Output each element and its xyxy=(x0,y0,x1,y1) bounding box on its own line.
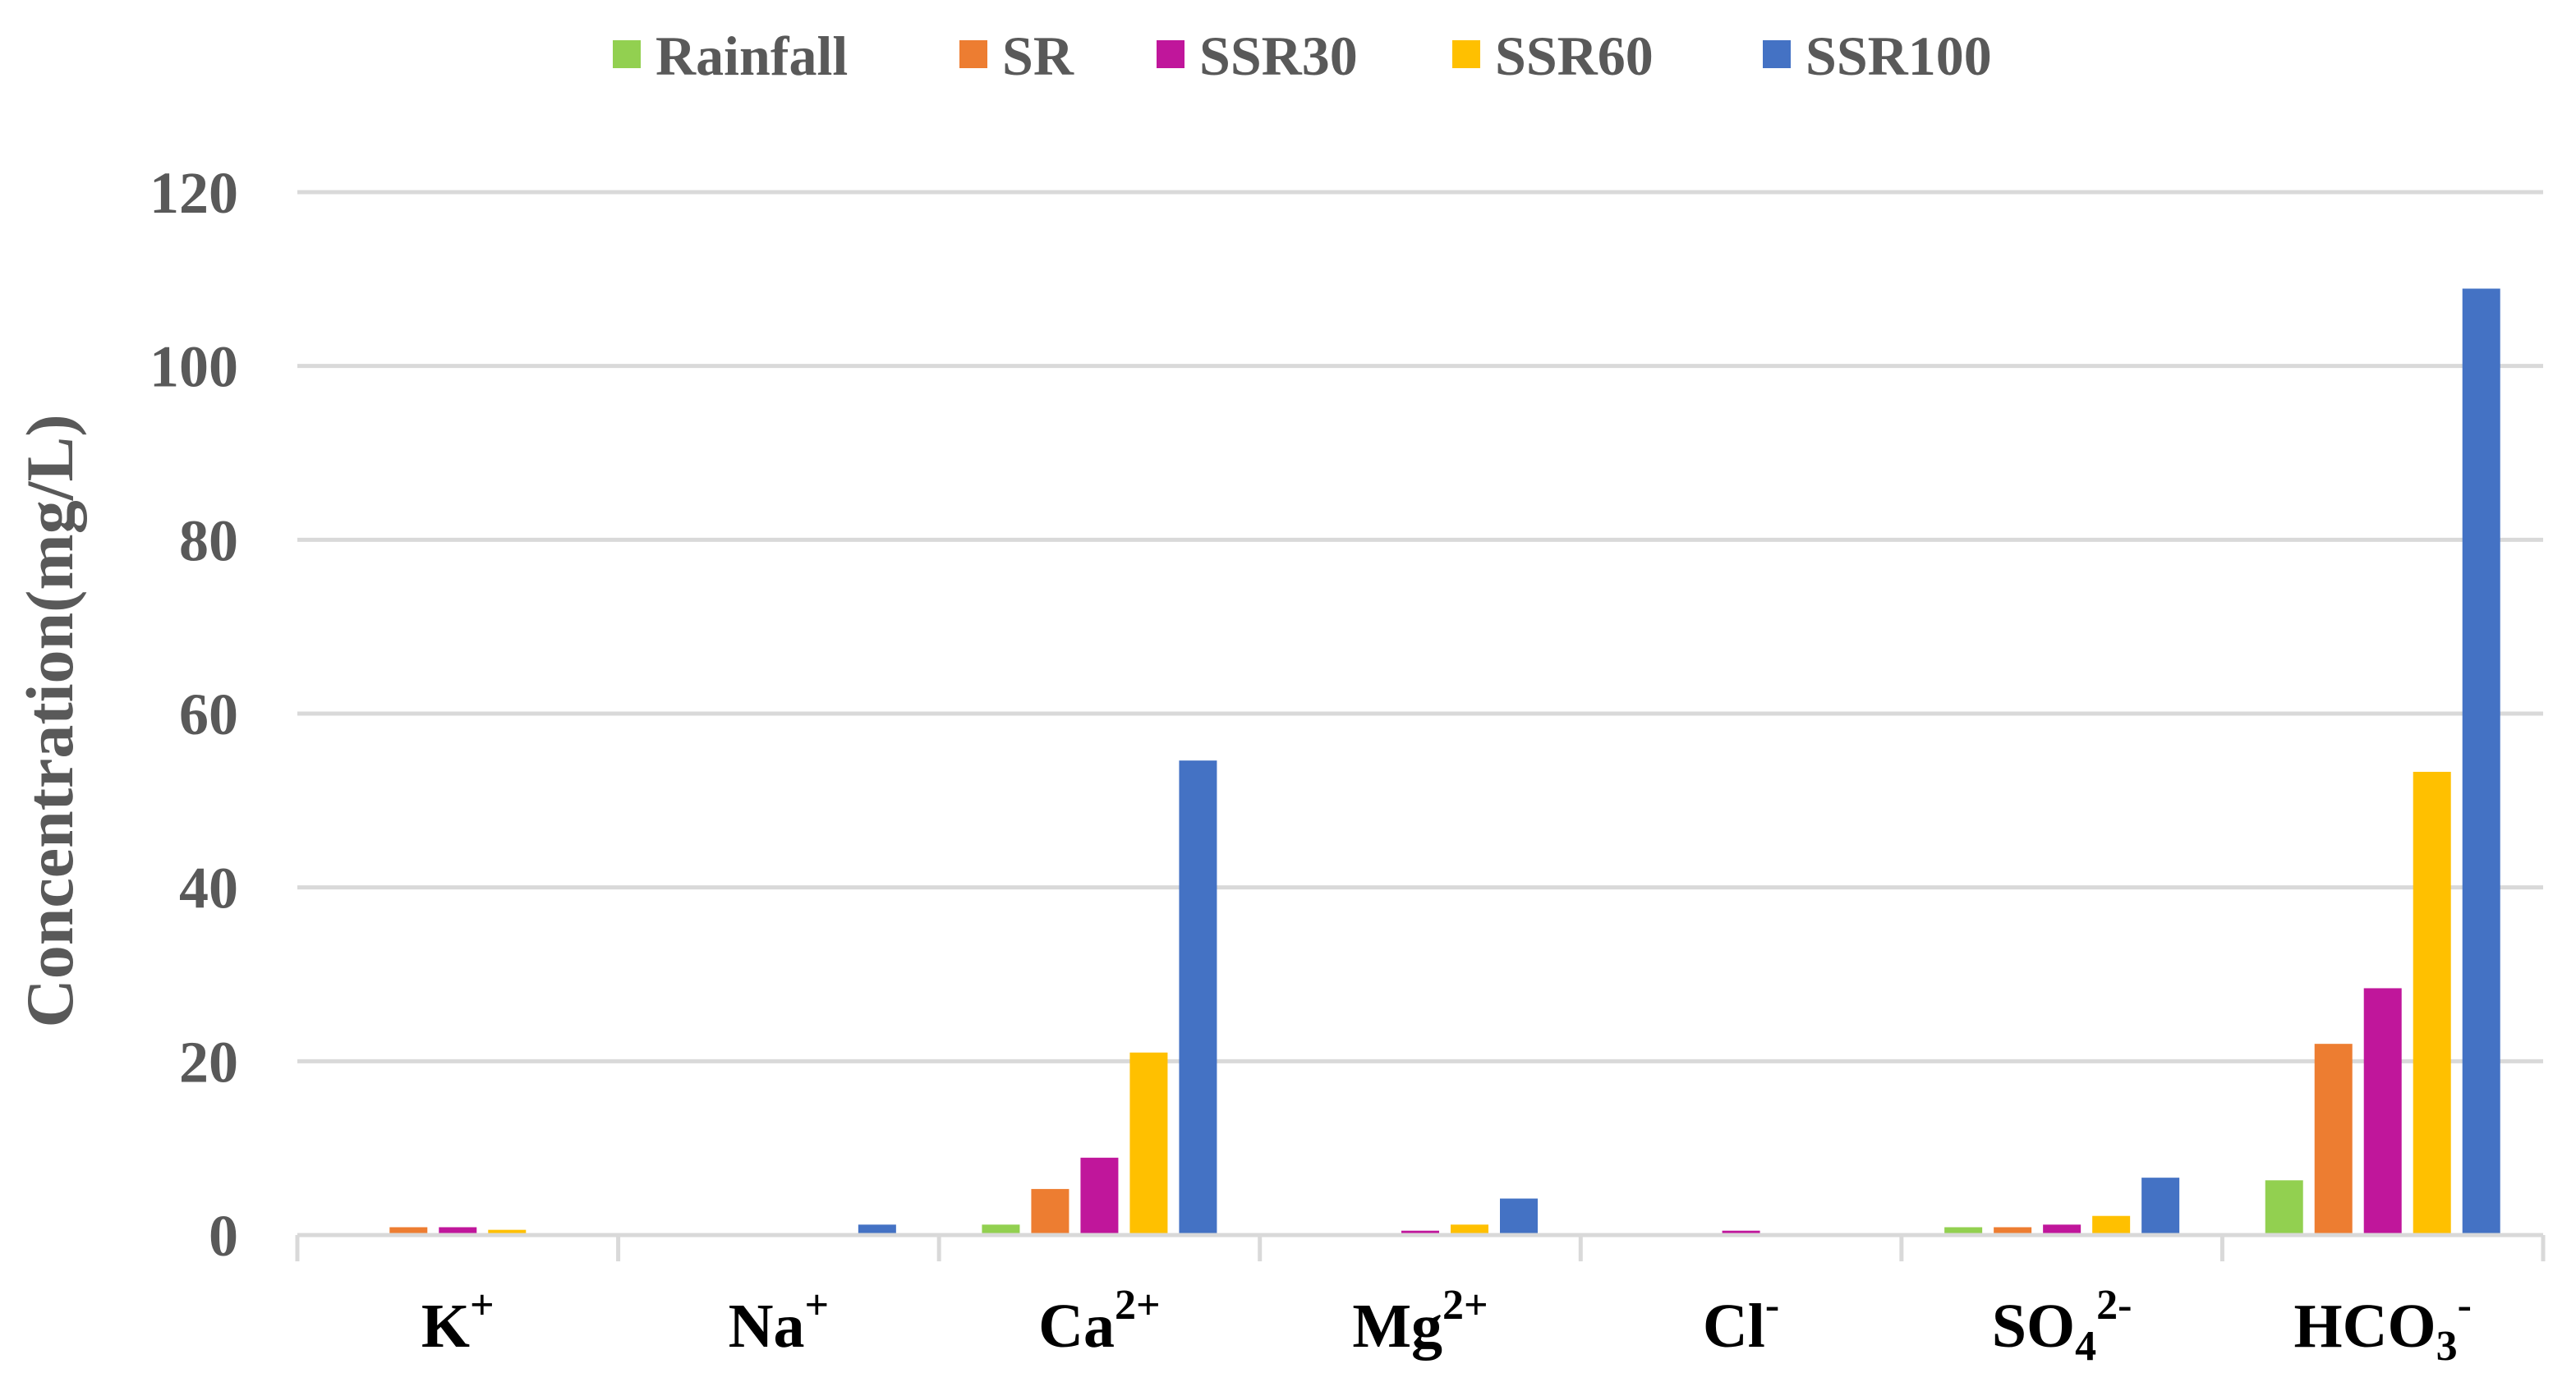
bar-sr-2 xyxy=(1031,1188,1070,1235)
x-tick-label-base: Ca xyxy=(1038,1292,1115,1361)
x-tick-label: Na+ xyxy=(729,1282,830,1361)
y-tick-label: 80 xyxy=(179,507,238,573)
bar-ssr30-2 xyxy=(1080,1157,1119,1235)
x-tick-label-superscript: + xyxy=(804,1282,829,1329)
legend-label-rainfall: Rainfall xyxy=(656,25,848,87)
x-tick-label-base: Na xyxy=(729,1292,805,1361)
y-tick-label: 60 xyxy=(179,682,238,747)
bar-ssr60-0 xyxy=(488,1229,527,1235)
bar-ssr30-0 xyxy=(439,1227,477,1235)
x-tick-label-base: Mg xyxy=(1352,1292,1442,1361)
legend-label-sr: SR xyxy=(1002,25,1074,87)
x-tick-label-base: Cl xyxy=(1703,1292,1765,1361)
bar-ssr60-2 xyxy=(1129,1052,1168,1235)
x-tick-label-base: SO xyxy=(1992,1292,2075,1361)
x-tick-label: HCO3- xyxy=(2293,1282,2471,1370)
legend-swatch-ssr30 xyxy=(1157,40,1184,68)
y-axis-ticks: 0 20 40 60 80 100 120 xyxy=(150,160,238,1269)
x-tick-label-subscript: 3 xyxy=(2436,1323,2458,1370)
y-axis-label: Concentration(mg/L) xyxy=(12,414,87,1027)
x-tick-label-superscript: - xyxy=(1765,1282,1779,1329)
y-tick-label: 120 xyxy=(150,160,238,226)
bar-ssr30-5 xyxy=(2043,1224,2082,1235)
bar-ssr60-5 xyxy=(2092,1215,2131,1235)
bar-ssr100-5 xyxy=(2141,1178,2180,1235)
y-tick-label: 0 xyxy=(209,1203,238,1269)
y-tick-label: 40 xyxy=(179,856,238,921)
legend-swatch-ssr60 xyxy=(1452,40,1480,68)
x-tick-label-superscript: 2+ xyxy=(1442,1282,1488,1329)
bar-ssr100-6 xyxy=(2462,288,2500,1236)
bars xyxy=(340,288,2500,1236)
x-tick-label-superscript: + xyxy=(470,1282,494,1329)
bar-sr-0 xyxy=(389,1227,428,1235)
gridlines xyxy=(297,190,2543,1063)
y-tick-label: 20 xyxy=(179,1029,238,1095)
bar-ssr100-3 xyxy=(1500,1198,1538,1235)
legend-label-ssr100: SSR100 xyxy=(1806,25,1992,87)
x-tick-label: Cl- xyxy=(1703,1282,1779,1361)
legend-swatch-ssr100 xyxy=(1763,40,1791,68)
x-tick-label-superscript: - xyxy=(2458,1282,2472,1329)
bar-sr-5 xyxy=(1994,1227,2032,1235)
y-tick-label: 100 xyxy=(150,334,238,400)
bar-ssr100-1 xyxy=(858,1224,896,1235)
bar-ssr60-3 xyxy=(1451,1224,1488,1235)
legend-swatch-rainfall xyxy=(613,40,641,68)
x-axis-ticks: K+ Na+ Ca2+ Mg2+ Cl- SO42- HCO3- xyxy=(421,1282,2472,1370)
legend-label-ssr30: SSR30 xyxy=(1199,25,1358,87)
bar-rainfall-6 xyxy=(2265,1180,2303,1235)
x-tick-label-base: HCO xyxy=(2293,1292,2436,1361)
bar-ssr30-6 xyxy=(2363,988,2402,1235)
x-tick-label-base: K xyxy=(421,1292,470,1361)
x-axis xyxy=(295,1233,2546,1261)
x-tick-label-superscript: 2- xyxy=(2096,1282,2132,1329)
bar-ssr30-3 xyxy=(1401,1230,1439,1235)
bar-ssr60-6 xyxy=(2413,771,2451,1235)
legend-swatch-sr xyxy=(959,40,987,68)
x-tick-label: Ca2+ xyxy=(1038,1282,1161,1361)
bar-rainfall-2 xyxy=(982,1224,1020,1235)
x-tick-label: SO42- xyxy=(1992,1282,2132,1370)
x-tick-label: K+ xyxy=(421,1282,494,1361)
legend-label-ssr60: SSR60 xyxy=(1495,25,1654,87)
x-tick-label: Mg2+ xyxy=(1352,1282,1488,1361)
x-tick-label-subscript: 4 xyxy=(2075,1323,2096,1370)
legend: Rainfall SR SSR30 SSR60 SSR100 xyxy=(613,25,1992,87)
x-tick-label-superscript: 2+ xyxy=(1115,1282,1161,1329)
bar-sr-6 xyxy=(2314,1044,2353,1235)
bar-ssr30-4 xyxy=(1722,1230,1760,1235)
bar-rainfall-5 xyxy=(1944,1227,1983,1235)
bar-ssr100-2 xyxy=(1179,760,1217,1235)
